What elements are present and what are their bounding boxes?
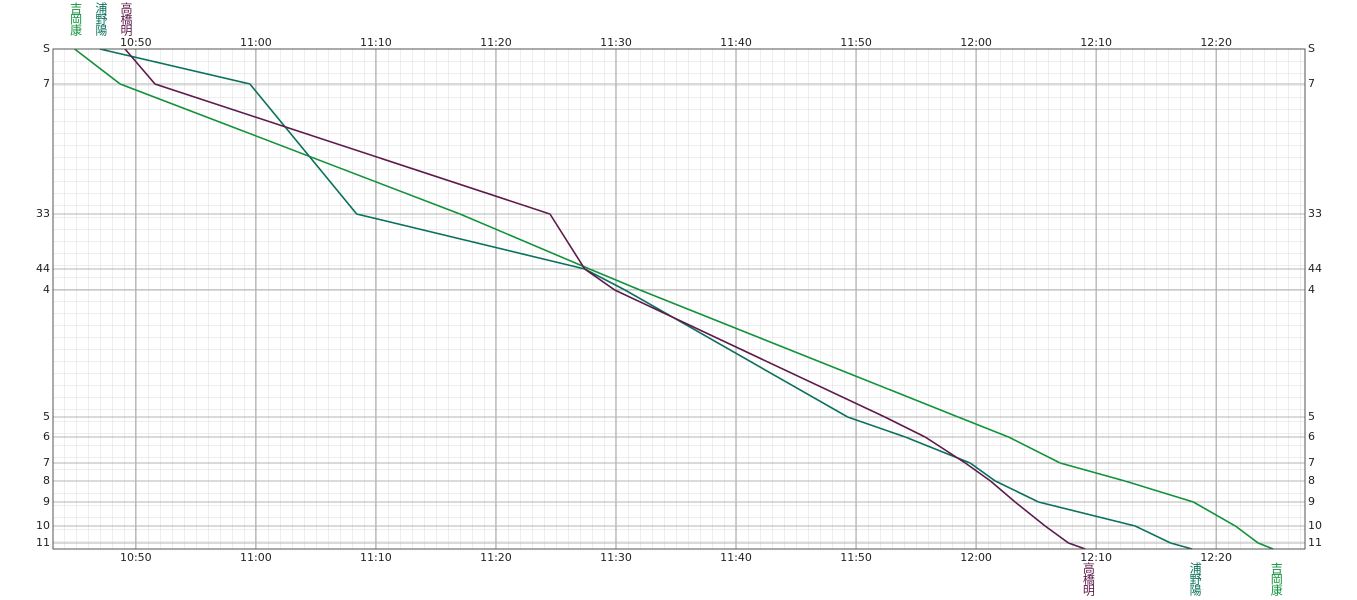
series-start-label: 浦野陽	[94, 2, 108, 37]
series-line	[99, 48, 1193, 550]
x-tick-label: 12:00	[960, 36, 992, 49]
x-tick-label: 11:20	[480, 36, 512, 49]
x-tick-label: 12:10	[1080, 551, 1112, 564]
minor-grid	[53, 49, 1305, 549]
plot-frame	[52, 48, 1306, 550]
y-tick-label: 7	[43, 77, 50, 90]
series-start-label: 吉岡康	[69, 2, 83, 36]
x-tick-label: 11:30	[600, 36, 632, 49]
y-tick-label: 11	[1308, 536, 1322, 549]
x-tick-label: 12:20	[1200, 36, 1232, 49]
y-tick-label: 4	[1308, 283, 1315, 296]
x-tick-label: 11:10	[360, 36, 392, 49]
y-tick-label: 8	[1308, 474, 1315, 487]
y-tick-label: S	[1308, 42, 1315, 55]
y-tick-label: 6	[43, 430, 50, 443]
x-tick-label: 11:50	[840, 551, 872, 564]
series-line	[124, 48, 1086, 550]
y-tick-label: 11	[36, 536, 50, 549]
y-tick-label: 44	[1308, 262, 1322, 275]
x-tick-label: 11:20	[480, 551, 512, 564]
y-tick-label: 6	[1308, 430, 1315, 443]
y-tick-label: 9	[1308, 495, 1315, 508]
x-tick-label: 12:00	[960, 551, 992, 564]
y-tick-label: 10	[1308, 519, 1322, 532]
y-tick-label: 7	[1308, 456, 1315, 469]
x-tick-label: 11:40	[720, 551, 752, 564]
y-tick-label: 4	[43, 283, 50, 296]
x-tick-label: 11:40	[720, 36, 752, 49]
x-tick-label: 11:50	[840, 36, 872, 49]
y-tick-label: 7	[43, 456, 50, 469]
x-tick-label: 12:10	[1080, 36, 1112, 49]
y-tick-label: 33	[36, 207, 50, 220]
y-tick-label: S	[43, 42, 50, 55]
x-tick-label: 10:50	[120, 551, 152, 564]
series-start-label: 高橋明	[119, 1, 133, 37]
y-tick-label: 9	[43, 495, 50, 508]
y-tick-label: 8	[43, 474, 50, 487]
series-end-label: 浦野陽	[1188, 562, 1202, 597]
x-tick-label: 11:00	[240, 36, 272, 49]
y-tick-label: 44	[36, 262, 50, 275]
y-tick-label: 10	[36, 519, 50, 532]
series-line	[74, 48, 1274, 550]
x-tick-label: 11:00	[240, 551, 272, 564]
y-tick-label: 5	[43, 410, 50, 423]
x-tick-label: 11:10	[360, 551, 392, 564]
plot	[53, 48, 1305, 550]
y-tick-label: 7	[1308, 77, 1315, 90]
x-tick-label: 12:20	[1200, 551, 1232, 564]
series-end-label: 高橋明	[1081, 561, 1095, 597]
x-tick-label: 10:50	[120, 36, 152, 49]
y-tick-label: 5	[1308, 410, 1315, 423]
y-tick-label: 33	[1308, 207, 1322, 220]
x-tick-label: 11:30	[600, 551, 632, 564]
series-end-label: 吉岡康	[1269, 562, 1283, 596]
